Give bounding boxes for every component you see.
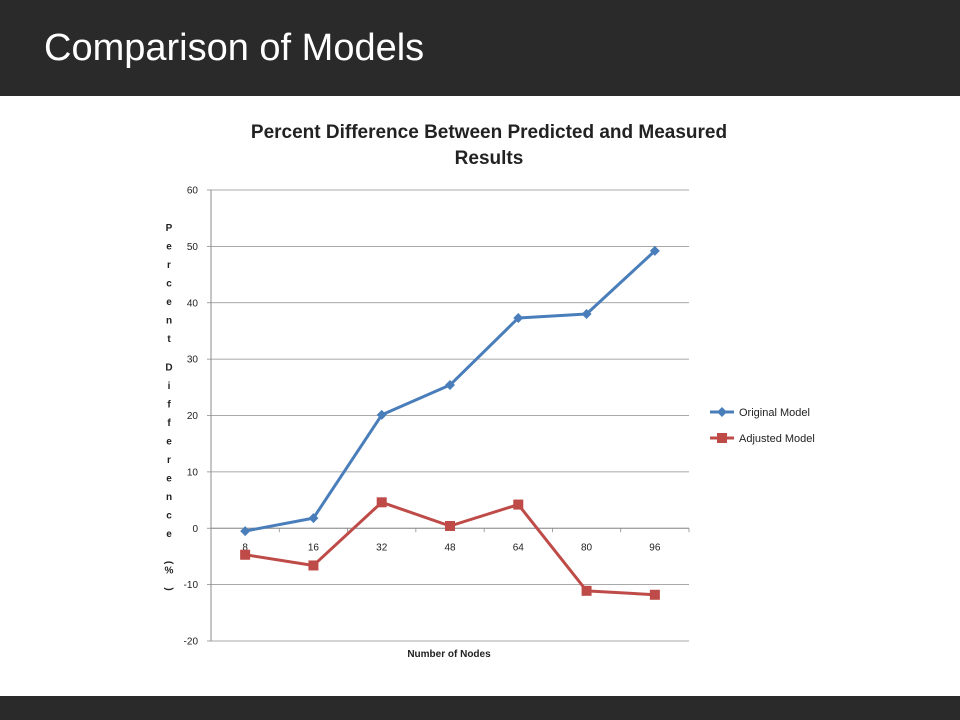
- y-tick-label: 30: [187, 355, 199, 366]
- x-tick-label: 32: [376, 542, 388, 553]
- y-axis-title-char: n: [166, 492, 172, 503]
- y-axis-title-char: (: [163, 561, 174, 565]
- y-tick-label: 20: [187, 411, 199, 422]
- legend-marker-square: [717, 433, 727, 443]
- data-point-diamond: [240, 526, 251, 537]
- legend-label: Adjusted Model: [739, 433, 815, 445]
- x-axis-ticks: 8 16 32 48 64 80 96: [242, 542, 660, 553]
- chart-title-line: Percent Difference Between Predicted and…: [251, 122, 727, 143]
- y-axis-title-char: e: [166, 474, 172, 485]
- data-point-diamond: [581, 309, 592, 320]
- y-tick-label: -10: [184, 580, 199, 591]
- y-axis-title-char: i: [168, 381, 171, 392]
- x-tick-label: 64: [513, 542, 525, 553]
- data-point-square: [445, 520, 455, 531]
- y-tick-label: 60: [187, 186, 199, 197]
- y-axis-title-char: c: [166, 279, 172, 290]
- y-axis-title-char: n: [166, 316, 172, 327]
- x-tick-label: 8: [242, 542, 248, 553]
- data-point-diamond: [308, 513, 319, 524]
- x-axis-title: Number of Nodes: [407, 649, 491, 660]
- data-point-diamond: [445, 380, 455, 391]
- data-point-square: [240, 549, 251, 560]
- slide-footer-bar: [0, 696, 960, 720]
- y-axis-title-char: P: [166, 223, 173, 234]
- slide-header-bar: Comparison of Models: [0, 0, 960, 96]
- y-axis-title-char: e: [166, 529, 172, 540]
- data-point-square: [513, 499, 524, 510]
- y-axis-title-char: r: [167, 455, 171, 466]
- data-point-square: [581, 585, 592, 596]
- data-point-diamond: [376, 409, 387, 420]
- y-axis-title-char: D: [165, 363, 172, 374]
- y-tick-label: -20: [184, 637, 199, 648]
- chart-gridlines: [207, 189, 689, 642]
- y-axis-title-char: e: [166, 242, 172, 253]
- chart-legend: Original Model Adjusted Model: [710, 407, 815, 445]
- y-axis-title-char: %: [165, 566, 174, 577]
- y-axis-title-char: f: [167, 418, 171, 429]
- y-tick-label: 0: [192, 524, 198, 535]
- chart-series: [240, 245, 660, 600]
- chart-title-line: Results: [455, 148, 524, 169]
- data-point-square: [308, 560, 319, 571]
- slide-title: Comparison of Models: [44, 27, 425, 69]
- x-tick-label: 96: [649, 542, 661, 553]
- legend-marker-diamond: [717, 407, 727, 417]
- legend-label: Original Model: [739, 407, 810, 419]
- data-point-diamond: [513, 312, 524, 323]
- y-axis-title-char: e: [166, 437, 172, 448]
- y-axis-title-char: f: [167, 400, 171, 411]
- data-point-diamond: [649, 245, 660, 256]
- x-tick-label: 48: [444, 542, 456, 553]
- y-axis-title-char: t: [167, 334, 171, 345]
- y-tick-label: 10: [187, 467, 199, 478]
- series-line: [244, 249, 656, 533]
- data-point-square: [376, 497, 387, 508]
- y-axis-title-char: c: [166, 511, 172, 522]
- y-tick-label: 40: [187, 298, 199, 309]
- y-axis-title-char: r: [167, 260, 171, 271]
- y-tick-label: 50: [187, 242, 199, 253]
- y-axis-title-char: e: [166, 297, 172, 308]
- chart-title: Percent Difference Between Predicted and…: [251, 122, 727, 169]
- x-tick-label: 16: [308, 542, 320, 553]
- data-point-square: [649, 589, 660, 600]
- line-chart: Percent Difference Between Predicted and…: [163, 122, 815, 660]
- y-axis-title-char: ): [163, 587, 174, 590]
- y-axis-ticks: -20 -10 0 10 20 30 40 50 60: [184, 186, 199, 648]
- x-tick-label: 80: [581, 542, 593, 553]
